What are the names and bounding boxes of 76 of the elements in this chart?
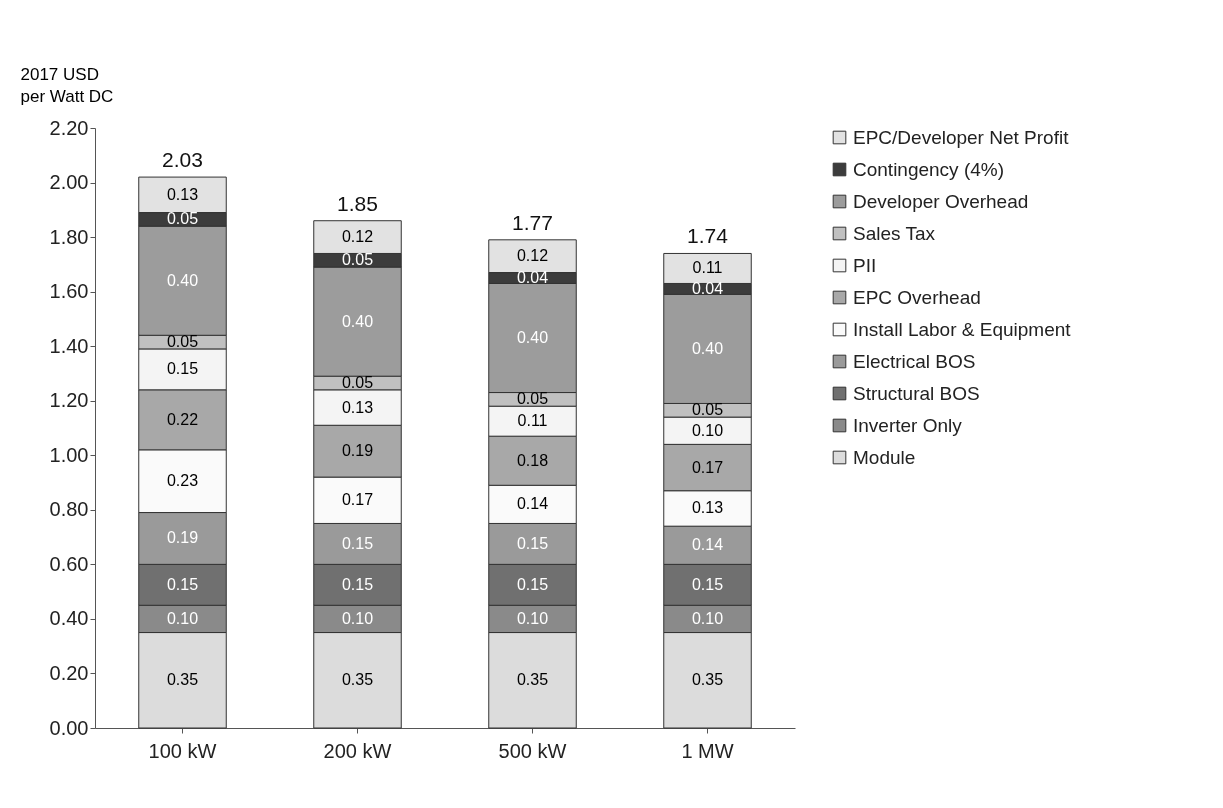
x-tick-label: 500 kW xyxy=(498,739,567,762)
data-label: 0.40 xyxy=(516,329,549,346)
data-label: 0.19 xyxy=(341,442,374,460)
data-label: 0.15 xyxy=(166,360,199,378)
data-label: 0.14 xyxy=(691,536,724,554)
legend-label: Module xyxy=(853,446,916,468)
y-tick-label: 2.00 xyxy=(49,171,89,194)
data-label: 0.15 xyxy=(691,575,724,593)
data-label: 0.05 xyxy=(516,390,549,408)
data-label: 0.04 xyxy=(516,269,549,286)
data-label: 0.05 xyxy=(691,401,724,419)
data-label: 0.12 xyxy=(516,247,549,265)
data-label: 0.35 xyxy=(516,671,549,689)
legend-label: Install Labor & Equipment xyxy=(853,318,1072,340)
x-tick-label: 200 kW xyxy=(323,739,392,762)
data-label: 0.22 xyxy=(166,410,199,428)
data-label: 0.10 xyxy=(341,609,374,627)
legend-label: PII xyxy=(853,254,877,276)
legend-label: Inverter Only xyxy=(853,414,963,436)
data-label: 0.05 xyxy=(341,374,374,391)
y-axis-title: 2017 USD per Watt DC xyxy=(20,64,114,106)
legend-label: Developer Overhead xyxy=(853,190,1029,212)
data-label: 0.13 xyxy=(691,499,724,517)
data-label: 0.05 xyxy=(341,251,374,269)
total-label: 2.03 xyxy=(162,148,203,172)
y-tick-label: 1.00 xyxy=(49,443,89,466)
legend-label: EPC/Developer Net Profit xyxy=(853,126,1070,148)
data-label: 0.40 xyxy=(341,312,374,330)
data-label: 0.23 xyxy=(166,472,199,490)
y-tick-label: 1.60 xyxy=(49,280,89,303)
legend-label: Contingency (4%) xyxy=(853,158,1005,180)
data-label: 0.35 xyxy=(341,671,374,689)
data-label: 0.12 xyxy=(341,228,374,246)
y-tick-label: 0.80 xyxy=(49,498,89,521)
data-label: 0.15 xyxy=(516,575,549,593)
data-label: 0.15 xyxy=(341,575,374,593)
legend-label: Structural BOS xyxy=(853,382,980,404)
y-tick-label: 0.00 xyxy=(49,716,89,739)
data-label: 0.11 xyxy=(692,259,723,277)
total-label: 1.77 xyxy=(512,210,553,234)
data-label: 0.35 xyxy=(166,671,199,689)
total-label: 1.85 xyxy=(337,191,378,215)
total-label: 1.74 xyxy=(687,224,729,248)
data-label: 0.35 xyxy=(691,671,724,689)
data-label: 0.05 xyxy=(166,333,199,351)
y-tick-label: 2.20 xyxy=(49,116,89,139)
data-label: 0.10 xyxy=(691,609,724,627)
data-label: 0.17 xyxy=(691,458,724,476)
data-label: 0.17 xyxy=(341,491,374,509)
data-label: 0.40 xyxy=(166,271,199,289)
data-label: 0.14 xyxy=(516,495,549,513)
y-tick-label: 1.40 xyxy=(49,334,89,357)
legend-label: EPC Overhead xyxy=(853,286,981,308)
data-label: 0.13 xyxy=(166,185,199,203)
y-tick-label: 0.40 xyxy=(49,607,89,630)
data-label: 0.15 xyxy=(516,534,549,552)
data-label: 0.15 xyxy=(166,575,199,593)
y-tick-label: 0.20 xyxy=(49,661,89,684)
data-label: 0.05 xyxy=(166,210,199,228)
data-label: 0.10 xyxy=(166,609,199,627)
y-tick-label: 1.80 xyxy=(49,225,89,248)
data-label: 0.10 xyxy=(691,421,724,439)
data-label: 0.13 xyxy=(341,398,374,416)
legend-label: Electrical BOS xyxy=(853,350,976,372)
data-label: 0.15 xyxy=(341,534,374,552)
legend-label: Sales Tax xyxy=(853,222,936,244)
data-label: 0.04 xyxy=(691,279,724,297)
data-label: 0.40 xyxy=(691,339,724,357)
data-label: 0.10 xyxy=(516,609,549,627)
y-tick-label: 1.20 xyxy=(49,389,89,412)
y-tick-label: 0.60 xyxy=(49,552,89,575)
data-label: 0.18 xyxy=(516,451,549,469)
data-label: 0.19 xyxy=(166,529,199,547)
data-label: 0.11 xyxy=(517,412,548,430)
x-tick-label: 100 kW xyxy=(148,739,217,762)
x-tick-label: 1 MW xyxy=(681,739,734,762)
